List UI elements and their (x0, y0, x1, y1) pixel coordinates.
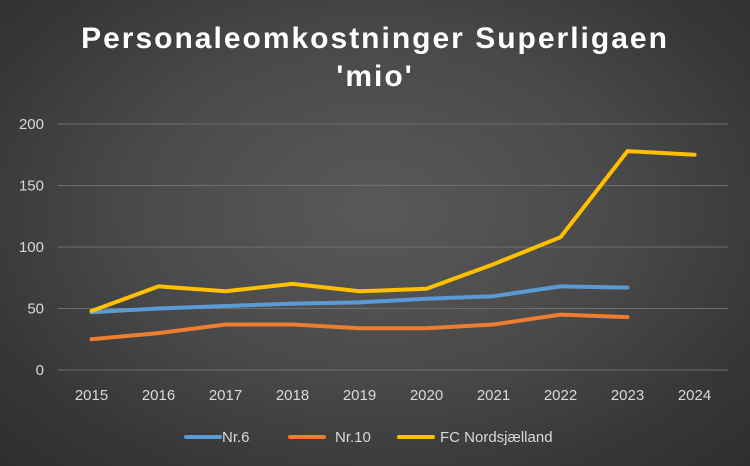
chart-title: Personaleomkostninger Superligaen (81, 22, 669, 55)
y-tick-label: 100 (19, 239, 44, 256)
series-line-0 (89, 284, 630, 315)
x-tick-label: 2020 (410, 387, 443, 404)
x-tick-label: 2017 (209, 387, 242, 404)
legend: Nr.6 Nr.10 FC Nordsjælland (184, 429, 553, 446)
legend-label-2: FC Nordsjælland (440, 429, 553, 446)
x-tick-label: 2022 (544, 387, 577, 404)
x-tick-label: 2023 (611, 387, 644, 404)
x-tick-label: 2018 (276, 387, 309, 404)
x-tick-label: 2021 (477, 387, 510, 404)
x-axis-ticks: 2015 2016 2017 2018 2019 2020 2021 2022 2023 2024 (75, 387, 711, 404)
y-tick-label: 150 (19, 178, 44, 195)
y-tick-label: 200 (19, 116, 44, 133)
legend-label-1: Nr.10 (335, 429, 371, 446)
y-tick-label: 50 (27, 301, 44, 318)
x-tick-label: 2015 (75, 387, 108, 404)
series-lines (89, 149, 697, 342)
chart-subtitle: 'mio' (336, 60, 414, 93)
x-tick-label: 2024 (678, 387, 711, 404)
series-line-2 (89, 149, 697, 313)
y-axis-ticks: 0 50 100 150 200 (19, 116, 44, 379)
legend-label-0: Nr.6 (222, 429, 250, 446)
y-tick-label: 0 (36, 362, 44, 379)
gridlines (58, 123, 728, 371)
x-tick-label: 2019 (343, 387, 376, 404)
x-tick-label: 2016 (142, 387, 175, 404)
series-line-1 (89, 312, 630, 342)
